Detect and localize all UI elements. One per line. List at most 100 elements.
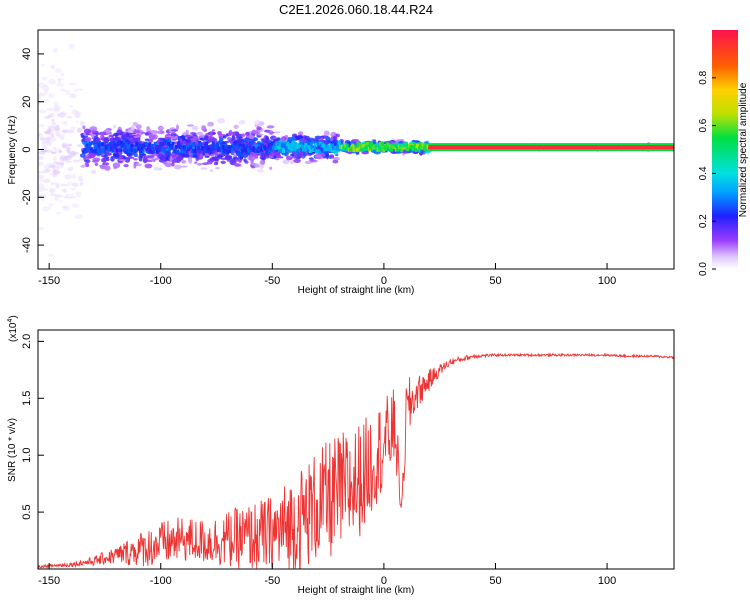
- spectral-point: [166, 150, 171, 156]
- spectral-point: [245, 153, 249, 156]
- spectral-point: [55, 67, 63, 73]
- spectral-core: [170, 145, 174, 150]
- spectral-point: [248, 156, 256, 162]
- spectral-point: [217, 118, 226, 124]
- spectral-point: [55, 124, 60, 127]
- spectral-core: [149, 149, 153, 154]
- spectrogram-marks: [38, 43, 674, 257]
- spectral-core: [296, 148, 300, 153]
- spectral-point: [58, 150, 63, 153]
- spectral-core: [118, 140, 121, 145]
- spectral-core: [249, 141, 253, 146]
- spectral-core: [230, 148, 234, 153]
- spectral-core: [139, 148, 143, 153]
- spectral-point: [135, 124, 142, 130]
- spectral-core: [240, 148, 244, 153]
- spectral-point: [54, 196, 59, 202]
- spectral-point: [69, 154, 76, 158]
- spectral-core: [122, 142, 126, 147]
- spectral-point: [38, 82, 46, 89]
- spectral-point: [121, 134, 128, 140]
- spectral-core: [119, 148, 123, 153]
- spectral-core: [247, 149, 251, 154]
- spectral-point: [56, 78, 64, 81]
- spectral-core: [303, 147, 307, 152]
- spectral-point: [304, 135, 310, 141]
- spectral-core: [293, 147, 297, 152]
- spectral-point: [256, 126, 262, 131]
- spectral-point: [46, 163, 53, 166]
- spectral-point: [38, 150, 45, 155]
- spectral-point: [68, 105, 74, 108]
- spectral-point: [56, 113, 61, 117]
- spectral-point: [74, 88, 78, 93]
- spectral-core: [136, 146, 140, 151]
- spectral-core: [191, 149, 195, 153]
- spectral-core: [309, 142, 313, 147]
- spectral-point: [207, 121, 215, 127]
- spectral-core: [377, 146, 381, 151]
- spectral-point: [174, 164, 182, 170]
- spectral-core: [244, 147, 247, 152]
- spectral-core: [381, 141, 385, 146]
- spectral-point: [196, 131, 204, 136]
- spectral-point: [200, 167, 208, 170]
- snr-y-multiplier: (x104): [7, 315, 19, 342]
- spectral-core: [354, 145, 358, 150]
- spectral-point: [420, 149, 425, 153]
- spectral-point: [92, 132, 101, 135]
- spectral-point: [210, 153, 215, 157]
- spectral-point: [38, 124, 46, 128]
- spectral-point: [268, 130, 274, 136]
- spectral-point: [48, 165, 54, 168]
- spectral-point: [282, 159, 290, 165]
- spectral-core: [184, 148, 188, 153]
- spectral-point: [171, 129, 178, 132]
- spectral-point: [235, 136, 244, 139]
- spectral-core: [228, 149, 232, 154]
- spectral-point: [68, 82, 77, 86]
- spectral-core: [279, 148, 283, 153]
- spectral-point: [74, 113, 81, 119]
- spectral-core: [174, 144, 178, 149]
- spectral-core: [295, 144, 299, 149]
- spectral-point: [54, 148, 62, 153]
- spectral-core: [224, 149, 227, 154]
- spectral-core: [163, 149, 167, 154]
- spectral-point: [104, 151, 112, 156]
- spectral-core: [322, 143, 326, 148]
- spectral-point: [61, 188, 68, 193]
- spectral-point: [119, 155, 123, 160]
- snr-y-ticks: 0.5 1.0 1.5 2.0: [21, 334, 44, 520]
- spectral-point: [257, 133, 264, 136]
- x-tick-label: 0: [381, 275, 387, 287]
- x-tick-label: 50: [489, 575, 501, 587]
- spectral-core: [189, 145, 193, 150]
- spectral-point: [186, 124, 195, 127]
- spectral-point: [66, 143, 73, 147]
- spectral-core: [421, 142, 425, 147]
- spectral-core: [370, 142, 374, 147]
- spectral-point: [59, 111, 67, 115]
- spectral-core: [413, 142, 417, 147]
- spectral-core: [112, 141, 116, 146]
- spectral-core: [180, 146, 184, 151]
- spectral-core: [217, 146, 221, 151]
- spectral-core: [410, 145, 414, 149]
- spectral-point: [217, 153, 222, 156]
- spectral-point: [175, 124, 180, 131]
- spectral-core: [239, 146, 243, 151]
- y-tick-label: 20: [21, 96, 33, 108]
- spectral-point: [46, 107, 55, 111]
- spectral-core: [379, 141, 382, 146]
- spectral-point: [124, 157, 131, 163]
- x-tick-label: 50: [489, 275, 501, 287]
- spectral-point: [50, 151, 57, 154]
- y-tick-label: 1.5: [21, 391, 33, 406]
- spectral-point: [60, 165, 64, 168]
- spectral-point: [70, 125, 76, 132]
- spectral-point: [332, 157, 340, 161]
- spectral-core: [138, 143, 141, 148]
